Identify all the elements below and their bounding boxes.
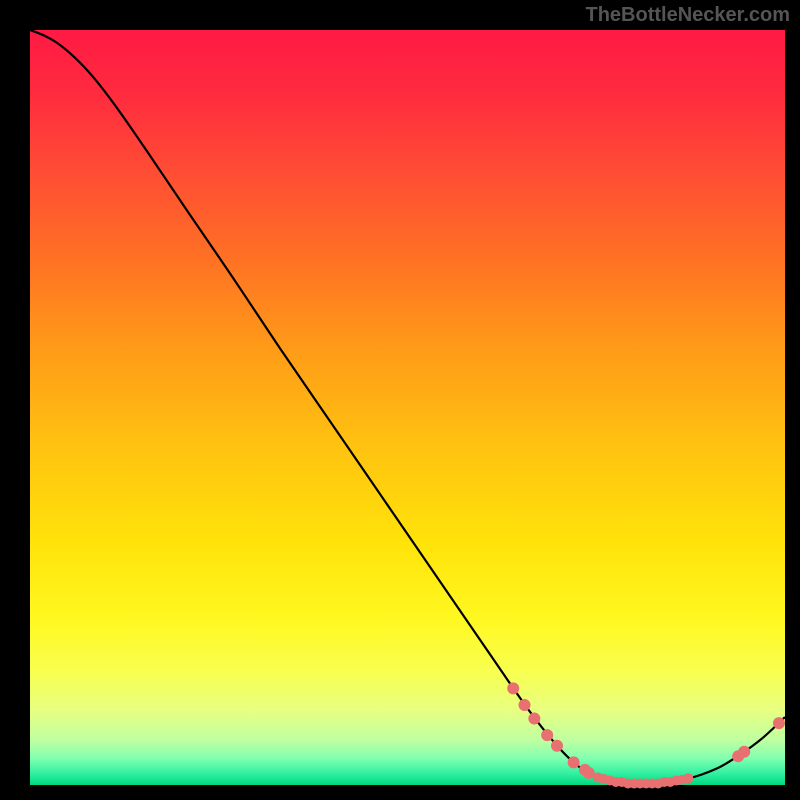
data-marker xyxy=(528,713,540,725)
watermark-text: TheBottleNecker.com xyxy=(585,4,790,27)
chart-container: TheBottleNecker.com xyxy=(0,0,800,800)
chart-svg xyxy=(0,0,800,800)
data-marker xyxy=(738,746,750,758)
data-marker xyxy=(568,756,580,768)
data-marker xyxy=(551,740,563,752)
data-marker xyxy=(541,729,553,741)
data-marker xyxy=(519,699,531,711)
data-marker xyxy=(773,717,785,729)
chart-background xyxy=(30,30,785,785)
data-marker xyxy=(507,682,519,694)
data-marker xyxy=(683,773,693,783)
